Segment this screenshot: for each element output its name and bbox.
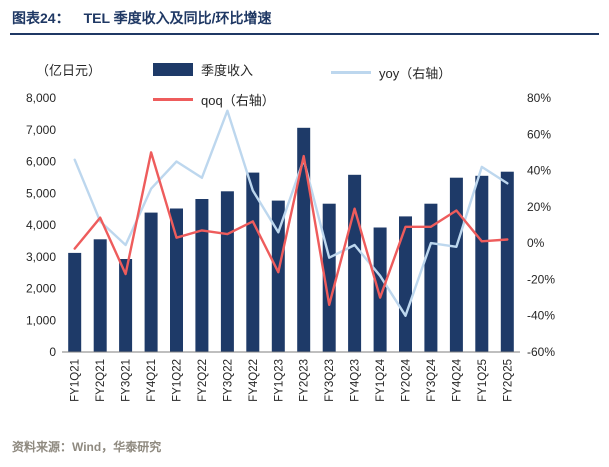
legend-label-revenue: 季度收入	[201, 63, 254, 78]
left-axis-tick: 8,000	[26, 91, 56, 105]
revenue-bar	[144, 212, 158, 352]
x-axis-label: FY1Q22	[172, 359, 184, 402]
x-axis-label: FY2Q23	[299, 359, 311, 402]
revenue-bar	[68, 252, 82, 352]
x-axis-label: FY1Q21	[70, 359, 82, 402]
qoq-line-swatch	[153, 98, 193, 101]
right-axis-tick: 20%	[527, 200, 551, 214]
left-axis-tick: 7,000	[26, 123, 56, 137]
revenue-bar	[475, 175, 489, 352]
revenue-bar	[449, 177, 463, 352]
x-axis-label: FY1Q24	[375, 358, 387, 401]
x-axis-label: FY1Q25	[477, 359, 489, 402]
x-axis-label: FY4Q21	[146, 359, 158, 402]
page-title: TEL 季度收入及同比/环比增速	[83, 10, 272, 26]
chart-title-row: 图表24： TEL 季度收入及同比/环比增速	[12, 8, 272, 28]
revenue-bar	[170, 208, 183, 352]
x-axis-label: FY4Q22	[248, 359, 260, 402]
legend-label-qoq: qoq（右轴）	[201, 93, 275, 108]
revenue-bar	[399, 216, 412, 352]
x-axis-label: FY3Q23	[324, 359, 336, 402]
right-axis-tick: -40%	[527, 309, 555, 323]
axis-unit-label: （亿日元）	[36, 63, 102, 78]
x-axis-label: FY3Q22	[222, 359, 234, 402]
chart-canvas: 0 1,000 2,000 3,000 4,000 5,000 6,000 7,000 8,00…	[26, 91, 555, 402]
revenue-bar	[297, 127, 311, 352]
right-axis-tick: -60%	[527, 345, 555, 359]
legend-item-yoy: yoy（右轴）	[331, 63, 451, 82]
revenue-bar	[195, 199, 209, 352]
right-axis-tick: 0%	[527, 236, 545, 250]
revenue-bar	[373, 227, 387, 352]
right-axis-tick: 60%	[527, 127, 551, 141]
left-axis-tick: 5,000	[26, 186, 56, 200]
x-axis-label: FY2Q25	[502, 359, 514, 402]
x-axis-label: FY3Q24	[426, 358, 438, 401]
left-axis-tick: 6,000	[26, 155, 56, 169]
yoy-line-swatch	[331, 71, 371, 74]
right-axis-tick: -20%	[527, 272, 555, 286]
x-axis-label: FY2Q24	[401, 358, 413, 401]
qoq-line	[73, 151, 509, 307]
revenue-bar	[246, 172, 260, 352]
right-axis-tick: 40%	[527, 164, 551, 178]
revenue-bar	[271, 200, 285, 352]
revenue-bar	[500, 171, 514, 352]
legend-item-qoq: qoq（右轴）	[153, 90, 275, 109]
source-note: 资料来源：Wind，华泰研究	[12, 440, 162, 454]
revenue-bar-swatch	[153, 63, 193, 76]
left-axis-tick: 4,000	[26, 218, 56, 232]
left-axis-tick: 3,000	[26, 250, 56, 264]
x-axis-label: FY2Q22	[197, 359, 209, 402]
legend-item-revenue: 季度收入	[153, 60, 253, 79]
revenue-bar	[348, 174, 362, 352]
yoy-line	[73, 109, 509, 317]
x-axis-label: FY4Q23	[350, 359, 362, 402]
right-axis-tick: 80%	[527, 91, 551, 105]
x-axis-label: FY3Q21	[121, 359, 133, 402]
left-axis-tick: 1,000	[26, 313, 56, 327]
revenue-bar	[220, 191, 234, 352]
revenue-bar	[424, 203, 438, 352]
title-underline	[10, 33, 599, 35]
x-axis-label: FY4Q24	[451, 358, 463, 401]
left-axis-tick: 2,000	[26, 282, 56, 296]
figure-number-label: 图表24：	[12, 10, 70, 26]
revenue-bar	[93, 239, 107, 352]
legend-label-yoy: yoy（右轴）	[379, 66, 452, 81]
x-axis-label: FY1Q23	[273, 359, 285, 402]
x-axis-label: FY2Q21	[95, 359, 107, 402]
revenue-bar	[119, 259, 133, 352]
left-axis-tick: 0	[49, 345, 56, 359]
